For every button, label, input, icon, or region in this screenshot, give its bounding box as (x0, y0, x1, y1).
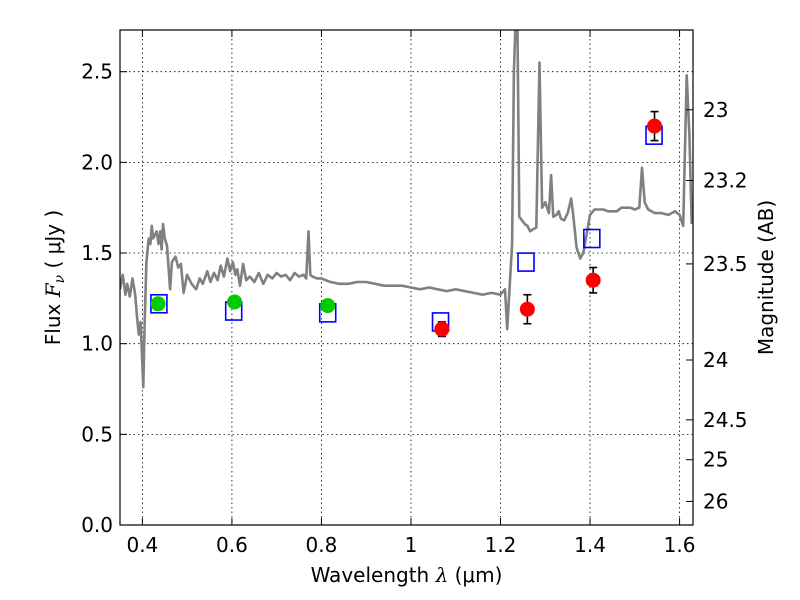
observed-flux-point (434, 321, 450, 337)
x-axis-label-lambda: λ (435, 563, 449, 587)
y-axis-label-nu: ν (52, 274, 68, 283)
x-tick-label: 0.8 (306, 533, 338, 557)
y-tick-label: 1.0 (81, 332, 113, 356)
y2-tick-label: 23.2 (703, 168, 748, 192)
y2-tick-label: 23 (703, 98, 728, 122)
y-axis-label: Flux Fν ( μJy ) (41, 210, 68, 345)
x-tick-label: 1.4 (574, 533, 606, 557)
model-flux-square (583, 228, 601, 249)
y2-tick-label: 25 (703, 448, 728, 472)
y2-tick-label: 24 (703, 348, 728, 372)
y2-tick-label: 23.5 (703, 252, 748, 276)
y-axis-label-unit: ( μJy ) (41, 210, 65, 275)
spectrum-layer (120, 30, 693, 389)
photometry-layer (150, 110, 663, 338)
y-tick-label: 0.5 (81, 422, 113, 446)
y-tick-label: 2.0 (81, 150, 113, 174)
observed-flux-point (227, 294, 243, 310)
x-tick-label: 1.2 (485, 533, 517, 557)
x-axis-label-text: Wavelength (311, 563, 436, 587)
y-axis-label-f: F (41, 282, 65, 298)
observed-flux-point (585, 272, 601, 288)
observed-flux-point (320, 298, 336, 314)
x-axis-label: Wavelength λ (μm) (311, 563, 503, 587)
y2-tick-label: 26 (703, 489, 728, 513)
model-spectrum-line (120, 30, 693, 389)
y-tick-label: 0.0 (81, 513, 113, 537)
x-tick-label: 0.6 (216, 533, 248, 557)
y-axis-label-text: Flux (41, 297, 65, 345)
plot-frame (119, 29, 694, 526)
observed-flux-point (150, 296, 166, 312)
model-flux-square (517, 252, 535, 272)
x-tick-label: 0.4 (126, 533, 158, 557)
observed-flux-point (647, 118, 663, 134)
y2-tick-label: 24.5 (703, 408, 748, 432)
observed-flux-point (519, 301, 535, 317)
axis-ticks: 0.4 0.6 0.8 1 1.2 1.4 1.6 0.0 0.5 1.0 1.5 2.0 2.5 23 2… (81, 30, 748, 557)
y2-axis-label: Magnitude (AB) (754, 200, 778, 355)
y-tick-label: 2.5 (81, 60, 113, 84)
y-tick-label: 1.5 (81, 241, 113, 265)
x-tick-label: 1.6 (664, 533, 696, 557)
x-axis-label-unit: (μm) (448, 563, 502, 587)
x-tick-label: 1 (405, 533, 418, 557)
